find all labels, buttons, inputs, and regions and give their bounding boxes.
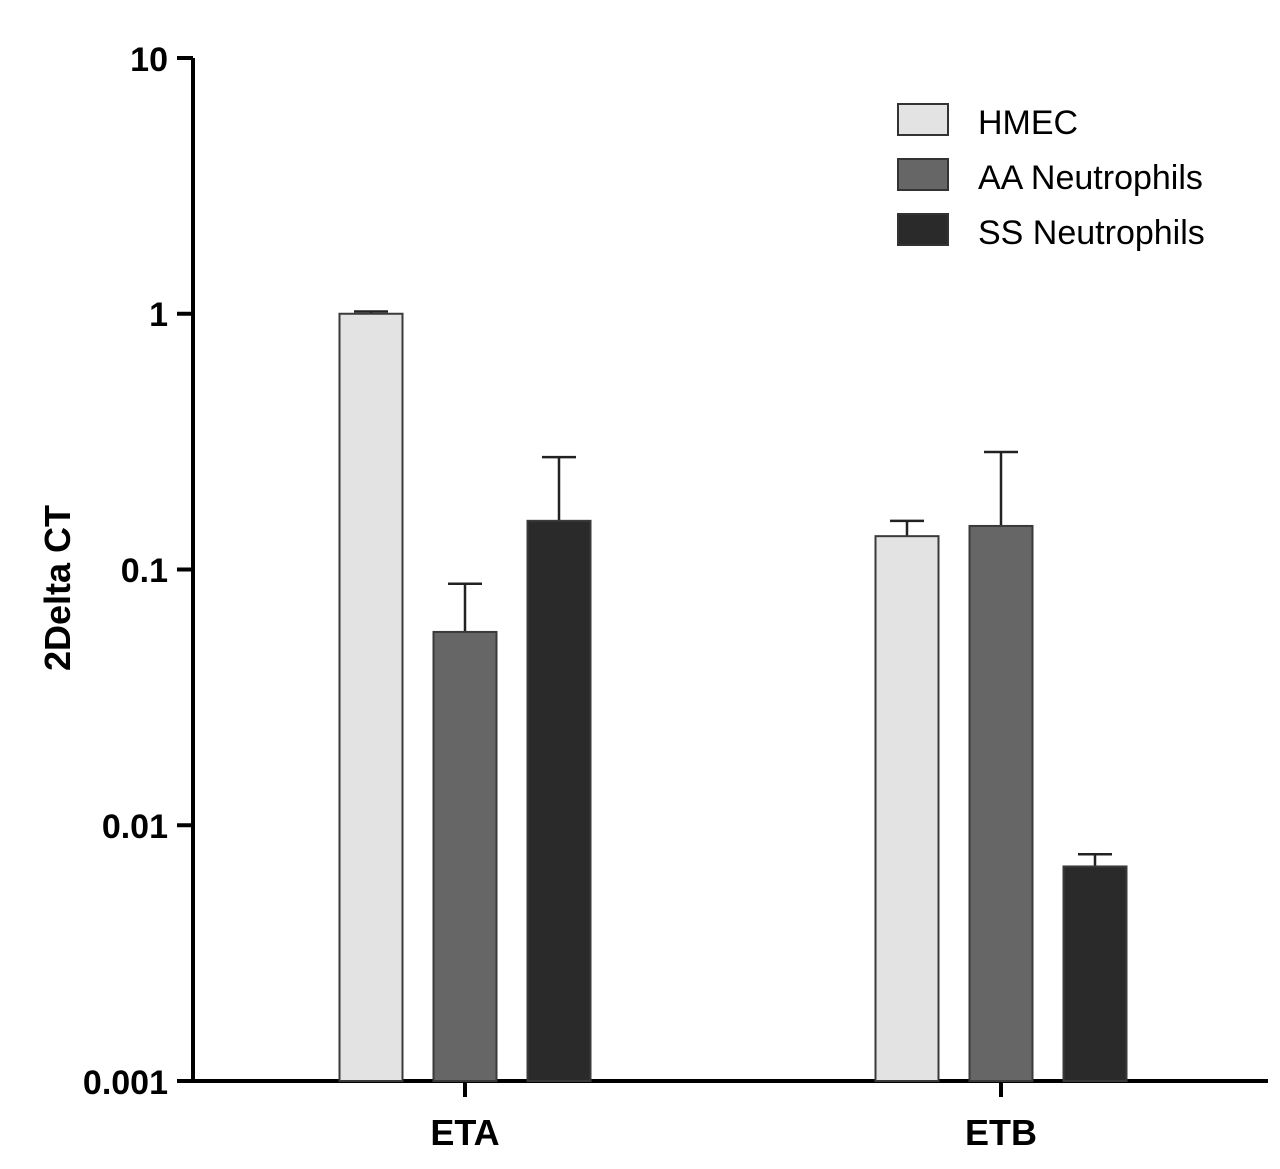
y-tick-label: 0.001 xyxy=(83,1064,168,1102)
legend-swatch-hmec xyxy=(897,103,949,136)
legend-swatch-aa-neutrophils xyxy=(897,158,949,191)
legend-label-hmec: HMEC xyxy=(978,104,1078,142)
bar-etb-hmec xyxy=(874,535,940,1082)
bar-etb-aa-neutrophils xyxy=(968,524,1034,1082)
category-label-eta: ETA xyxy=(430,1112,499,1153)
legend-label-aa-neutrophils: AA Neutrophils xyxy=(978,159,1203,197)
bar-eta-hmec xyxy=(338,312,404,1082)
legend-swatch-ss-neutrophils xyxy=(897,213,949,246)
y-tick-label: 0.1 xyxy=(121,552,168,590)
bar-etb-ss-neutrophils xyxy=(1062,865,1128,1083)
y-tick-label: 10 xyxy=(130,41,168,79)
y-axis-title: 2Delta CT xyxy=(37,505,78,671)
legend-label-ss-neutrophils: SS Neutrophils xyxy=(978,214,1205,252)
y-tick-label: 1 xyxy=(149,296,168,334)
legend: HMEC AA Neutrophils SS Neutrophils xyxy=(897,103,1205,252)
bar-eta-aa-neutrophils xyxy=(432,630,498,1082)
y-tick-label: 0.01 xyxy=(102,808,168,846)
bar-eta-ss-neutrophils xyxy=(526,519,592,1082)
category-label-etb: ETB xyxy=(965,1112,1037,1153)
